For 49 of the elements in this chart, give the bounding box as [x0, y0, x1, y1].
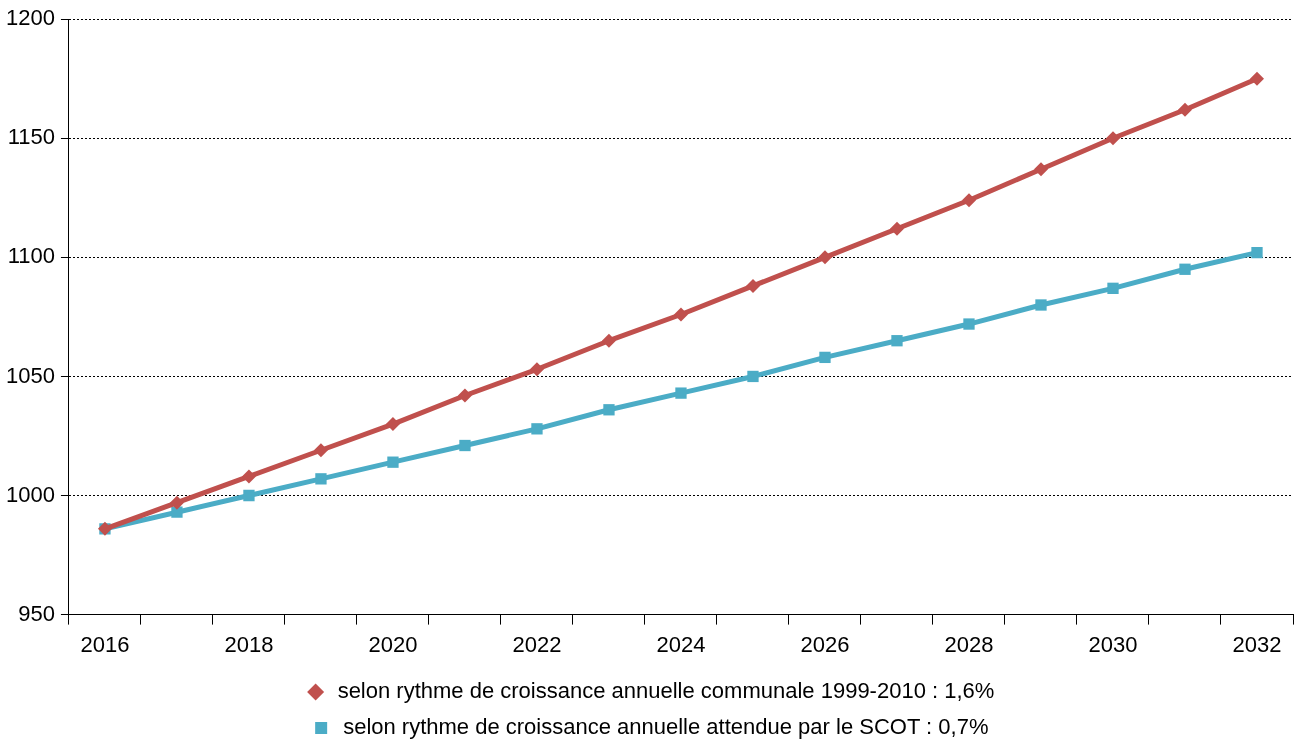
point	[313, 443, 328, 458]
point	[1033, 162, 1048, 177]
x-tick-label: 2018	[224, 631, 274, 657]
y-tick-label: 1050	[5, 362, 55, 388]
point	[961, 193, 976, 208]
point	[817, 250, 832, 265]
point	[745, 278, 760, 293]
point	[1177, 102, 1192, 117]
x-tick-label: 2022	[512, 631, 562, 657]
point	[1107, 282, 1119, 294]
point	[673, 307, 688, 322]
y-tick-label: 950	[18, 600, 55, 626]
point	[819, 351, 831, 364]
point	[1105, 131, 1120, 146]
x-tick-label: 2016	[80, 631, 130, 657]
point	[243, 489, 255, 502]
x-tick-label: 2032	[1232, 631, 1282, 657]
legend-label: selon rythme de croissance annuelle attendue par le SCOT : 0,7%	[343, 714, 989, 740]
point	[241, 469, 256, 484]
point	[315, 473, 327, 485]
point	[1035, 299, 1047, 311]
point	[387, 456, 399, 468]
point	[963, 318, 975, 330]
point	[385, 417, 400, 432]
point	[889, 221, 904, 236]
point	[529, 362, 544, 377]
point	[531, 423, 543, 435]
y-tick-label: 1100	[7, 243, 55, 269]
y-tick-label: 1000	[5, 481, 55, 507]
point	[1251, 246, 1263, 259]
point	[169, 495, 184, 510]
point	[1179, 263, 1191, 275]
point	[891, 335, 903, 347]
point	[747, 370, 759, 383]
point	[459, 439, 471, 452]
point	[457, 388, 472, 403]
legend-label: selon rythme de croissance annuelle communale 1999-2010 : 1,6%	[337, 678, 995, 704]
y-tick-label: 1150	[7, 124, 55, 150]
y-tick-label: 1200	[5, 5, 55, 31]
x-tick-label: 2024	[656, 631, 706, 657]
x-tick-label: 2028	[944, 631, 994, 657]
point	[171, 506, 183, 518]
point	[1250, 71, 1264, 86]
point	[675, 387, 687, 399]
x-tick-label: 2026	[800, 631, 850, 657]
point	[601, 333, 616, 348]
x-tick-label: 2030	[1088, 631, 1138, 657]
point	[603, 404, 615, 416]
x-tick-label: 2020	[368, 631, 418, 657]
